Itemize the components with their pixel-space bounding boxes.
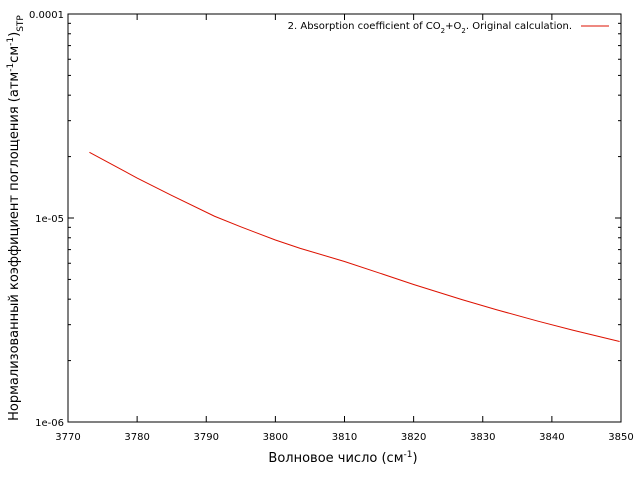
legend-label: 2. Absorption coefficient of CO2+O2. Ori… — [288, 21, 572, 35]
x-tick-label: 3830 — [470, 432, 495, 443]
x-tick-label: 3800 — [263, 432, 288, 443]
series-layer — [89, 151, 620, 343]
x-axis-label: Волновое число (см-1) — [268, 450, 417, 466]
y-tick-label: 0.0001 — [29, 10, 64, 21]
x-tick-label: 3780 — [124, 432, 149, 443]
y-axis-ticks: 1e-06 1e-05 0.0001 — [29, 10, 621, 429]
x-tick-label: 3770 — [55, 432, 80, 443]
y-tick-label: 1e-06 — [35, 418, 64, 429]
x-tick-label: 3840 — [539, 432, 564, 443]
x-tick-label: 3820 — [401, 432, 426, 443]
legend: 2. Absorption coefficient of CO2+O2. Ori… — [288, 21, 609, 35]
series-line — [89, 151, 620, 343]
x-tick-label: 3810 — [332, 432, 357, 443]
x-axis-ticks: 3770 3780 3790 3800 3810 3820 3830 3840 3850 — [55, 14, 634, 443]
x-tick-label: 3850 — [608, 432, 633, 443]
plot-frame — [67, 13, 622, 423]
y-axis-label: Нормализованный коэффициент поглощения (… — [6, 15, 26, 421]
x-tick-label: 3790 — [194, 432, 219, 443]
y-tick-label: 1e-05 — [35, 214, 64, 225]
